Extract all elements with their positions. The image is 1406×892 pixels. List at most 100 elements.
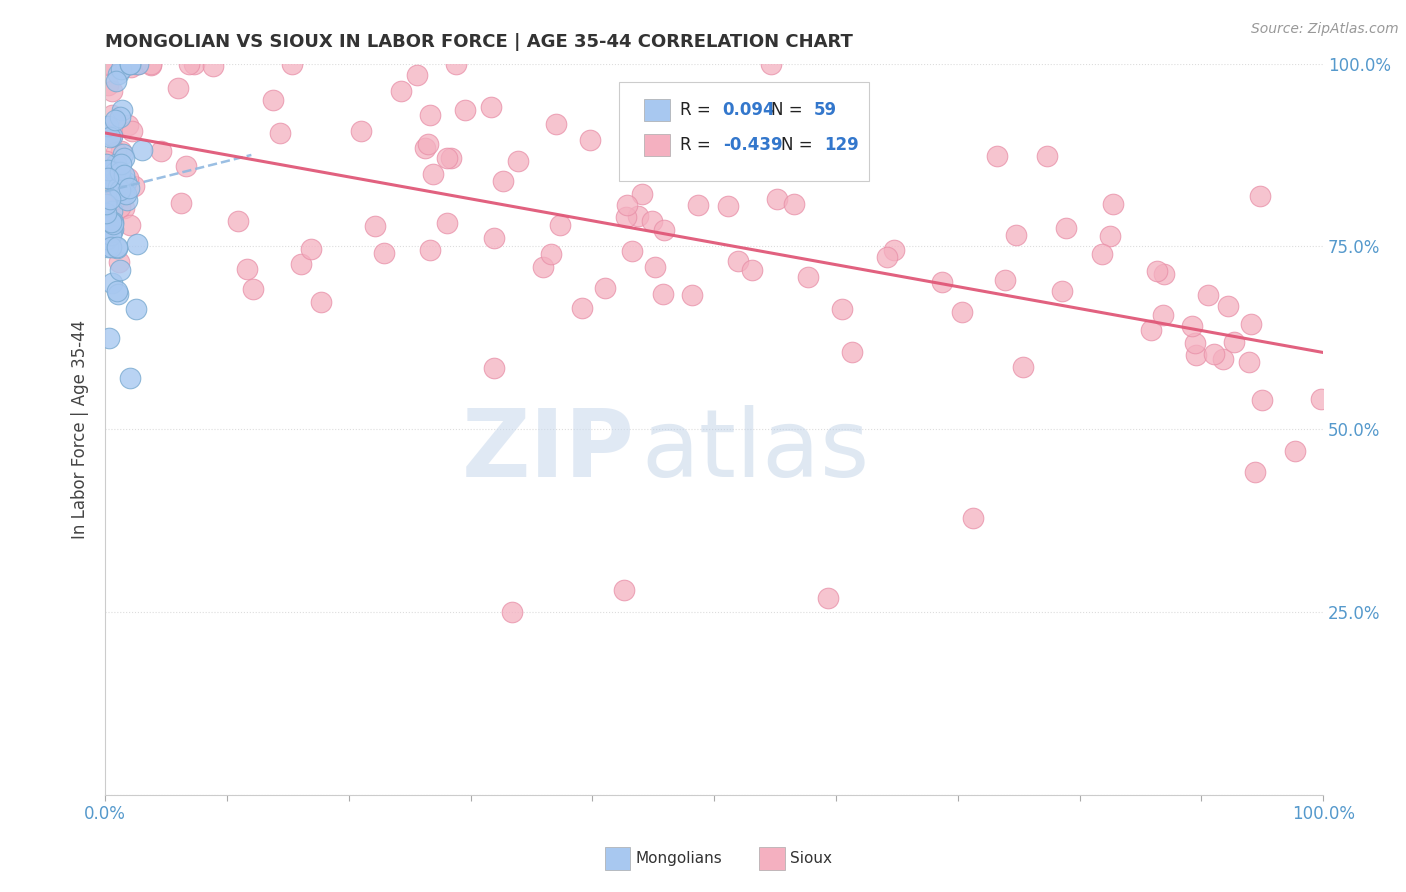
Point	[101, 128, 124, 143]
Point	[166, 81, 188, 95]
Point	[797, 269, 820, 284]
Text: atlas: atlas	[641, 405, 869, 497]
Point	[105, 145, 128, 159]
Point	[627, 209, 650, 223]
Point	[406, 68, 429, 82]
Point	[103, 217, 125, 231]
Point	[98, 331, 121, 345]
Text: 59: 59	[814, 102, 837, 120]
Point	[104, 165, 127, 179]
Text: MONGOLIAN VS SIOUX IN LABOR FORCE | AGE 35-44 CORRELATION CHART: MONGOLIAN VS SIOUX IN LABOR FORCE | AGE …	[105, 33, 853, 51]
Point	[97, 78, 120, 92]
Point	[281, 56, 304, 70]
Point	[1185, 349, 1208, 363]
Point	[183, 56, 205, 70]
Point	[112, 186, 135, 200]
Point	[501, 605, 523, 619]
Point	[108, 200, 131, 214]
Point	[202, 59, 225, 73]
Point	[110, 145, 132, 159]
Point	[783, 197, 806, 211]
Point	[96, 157, 118, 171]
Point	[97, 166, 120, 180]
Text: Source: ZipAtlas.com: Source: ZipAtlas.com	[1251, 22, 1399, 37]
Point	[446, 56, 468, 70]
Point	[111, 103, 134, 118]
Point	[1223, 334, 1246, 349]
Point	[100, 276, 122, 290]
Point	[1197, 287, 1219, 301]
Point	[1091, 247, 1114, 261]
Point	[641, 214, 664, 228]
Point	[1180, 319, 1202, 334]
Point	[482, 231, 505, 245]
Point	[117, 181, 139, 195]
Point	[100, 240, 122, 254]
Point	[1243, 465, 1265, 479]
Point	[97, 119, 120, 133]
Point	[96, 208, 118, 222]
Point	[127, 56, 149, 70]
Point	[170, 196, 193, 211]
Point	[110, 157, 132, 171]
Point	[105, 74, 128, 88]
Point	[1012, 360, 1035, 375]
Point	[117, 170, 139, 185]
Point	[652, 222, 675, 236]
Point	[108, 255, 131, 269]
Point	[571, 301, 593, 315]
Point	[479, 100, 502, 114]
Point	[531, 260, 554, 274]
Point	[1153, 267, 1175, 281]
Point	[228, 213, 250, 227]
FancyBboxPatch shape	[619, 82, 869, 180]
Point	[120, 218, 142, 232]
Point	[103, 174, 125, 188]
Point	[419, 243, 441, 257]
Point	[236, 261, 259, 276]
Point	[104, 192, 127, 206]
Point	[1212, 351, 1234, 366]
Point	[98, 129, 121, 144]
Point	[108, 183, 131, 197]
Point	[107, 287, 129, 301]
Point	[1216, 299, 1239, 313]
Point	[1098, 229, 1121, 244]
Point	[1310, 392, 1333, 406]
Point	[120, 60, 142, 74]
Point	[373, 246, 395, 260]
Point	[1152, 309, 1174, 323]
Point	[1054, 220, 1077, 235]
Y-axis label: In Labor Force | Age 35-44: In Labor Force | Age 35-44	[72, 319, 89, 539]
Point	[112, 168, 135, 182]
Point	[108, 171, 131, 186]
Point	[107, 180, 129, 194]
Point	[101, 221, 124, 235]
Text: R =: R =	[681, 136, 716, 154]
Text: -0.439: -0.439	[723, 136, 782, 154]
Point	[1239, 317, 1261, 331]
Point	[107, 285, 129, 299]
Point	[122, 179, 145, 194]
Point	[112, 151, 135, 165]
Point	[299, 243, 322, 257]
Point	[179, 56, 201, 70]
Point	[96, 154, 118, 169]
Point	[436, 151, 458, 165]
Point	[1249, 189, 1271, 203]
Point	[454, 103, 477, 117]
Point	[1050, 284, 1073, 298]
Point	[124, 56, 146, 70]
Point	[644, 260, 666, 275]
Point	[112, 176, 135, 190]
Point	[105, 241, 128, 255]
Point	[1202, 347, 1225, 361]
Point	[263, 93, 285, 107]
Point	[440, 151, 463, 165]
Point	[100, 227, 122, 242]
Point	[686, 198, 709, 212]
Point	[115, 175, 138, 189]
Point	[100, 214, 122, 228]
Point	[121, 124, 143, 138]
Point	[620, 244, 643, 259]
